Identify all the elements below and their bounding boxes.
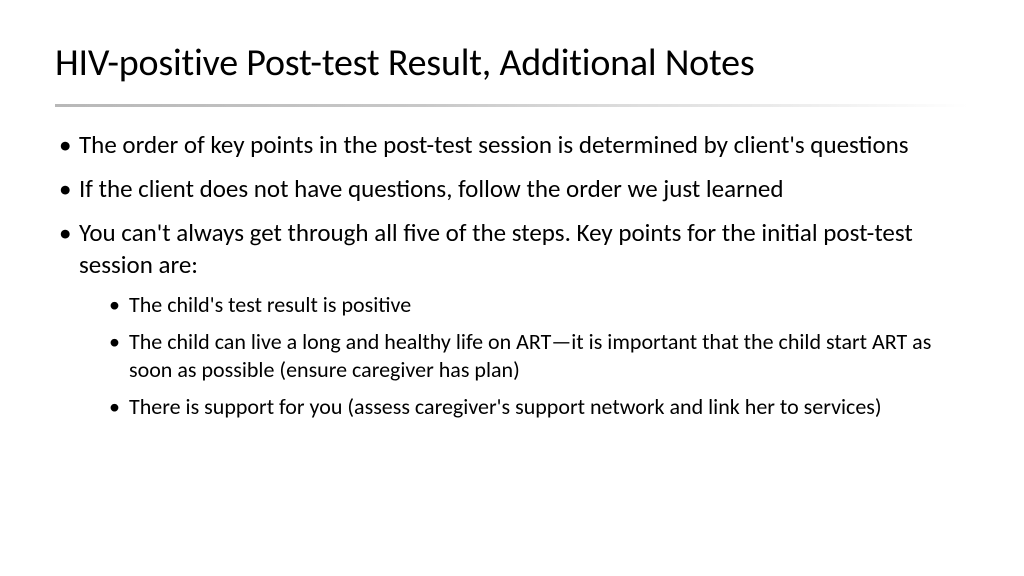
list-item: The order of key points in the post-test… (55, 129, 969, 161)
slide-title: HIV-positive Post-test Result, Additiona… (55, 40, 969, 86)
sub-bullet-text: The child's test result is positive (129, 291, 411, 318)
sub-bullet-list: The child's test result is positive The … (79, 291, 969, 422)
bullet-text: You can't always get through all five of… (79, 217, 913, 280)
sub-bullet-text: There is support for you (assess caregiv… (129, 393, 882, 420)
bullet-text: The order of key points in the post-test… (79, 129, 909, 160)
sub-list-item: The child can live a long and healthy li… (107, 328, 969, 384)
bullet-text: If the client does not have questions, f… (79, 173, 784, 204)
sub-list-item: The child's test result is positive (107, 291, 969, 319)
list-item: If the client does not have questions, f… (55, 173, 969, 205)
sub-bullet-text: The child can live a long and healthy li… (129, 328, 931, 383)
sub-list-item: There is support for you (assess caregiv… (107, 393, 969, 421)
bullet-list: The order of key points in the post-test… (55, 129, 969, 422)
slide: HIV-positive Post-test Result, Additiona… (0, 0, 1024, 576)
title-divider (55, 104, 969, 107)
list-item: You can't always get through all five of… (55, 217, 969, 422)
